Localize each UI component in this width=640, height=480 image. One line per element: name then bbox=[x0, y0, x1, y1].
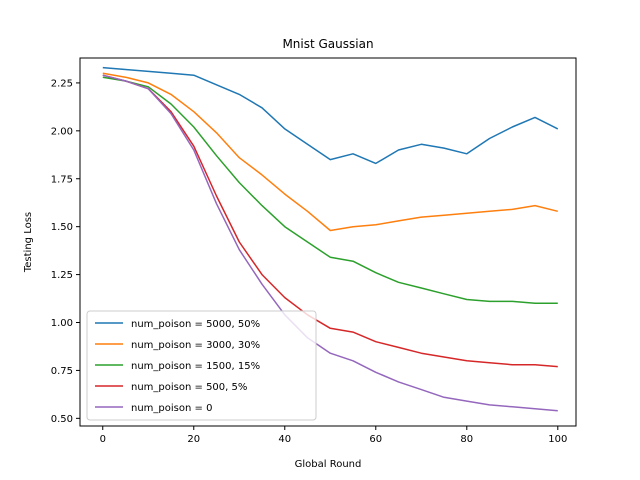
plot-area bbox=[102, 66, 559, 412]
series-line-3 bbox=[102, 76, 558, 305]
plot-frame bbox=[79, 57, 577, 427]
y-axis: 0.50 0.75 1.00 1.25 1.50 1.75 2.00 2.25 bbox=[51, 78, 80, 425]
y-tick-label: 2.25 bbox=[51, 78, 73, 89]
series-line-5 bbox=[102, 74, 558, 412]
y-tick-label: 1.25 bbox=[51, 270, 73, 281]
chart-title: Mnist Gaussian bbox=[282, 37, 373, 51]
series-line-4 bbox=[102, 74, 558, 368]
x-tick-label: 40 bbox=[278, 434, 291, 445]
y-tick-label: 1.75 bbox=[51, 174, 73, 185]
legend-label: num_poison = 3000, 30% bbox=[131, 340, 260, 351]
legend-box bbox=[86, 310, 317, 421]
legend-label: num_poison = 0 bbox=[131, 403, 212, 414]
x-tick-label: 80 bbox=[460, 434, 473, 445]
legend-label: num_poison = 5000, 50% bbox=[131, 319, 260, 330]
y-tick-label: 0.50 bbox=[51, 414, 73, 425]
series-line-1 bbox=[102, 66, 559, 165]
x-axis: 0 20 40 60 80 100 bbox=[100, 426, 567, 445]
y-tick-label: 2.00 bbox=[51, 126, 73, 137]
y-tick-label: 1.50 bbox=[51, 222, 73, 233]
y-tick-label: 1.00 bbox=[51, 318, 73, 329]
series-line-2 bbox=[102, 72, 558, 232]
x-axis-label: Global Round bbox=[295, 459, 362, 470]
x-tick-label: 60 bbox=[369, 434, 382, 445]
x-tick-label: 0 bbox=[100, 434, 106, 445]
y-tick-label: 0.75 bbox=[51, 366, 73, 377]
x-tick-label: 100 bbox=[548, 434, 567, 445]
y-axis-label: Testing Loss bbox=[23, 212, 34, 273]
x-tick-label: 20 bbox=[187, 434, 200, 445]
legend-label: num_poison = 500, 5% bbox=[131, 382, 247, 393]
legend-label: num_poison = 1500, 15% bbox=[131, 361, 260, 372]
legend: num_poison = 5000, 50% num_poison = 3000,… bbox=[86, 310, 317, 421]
